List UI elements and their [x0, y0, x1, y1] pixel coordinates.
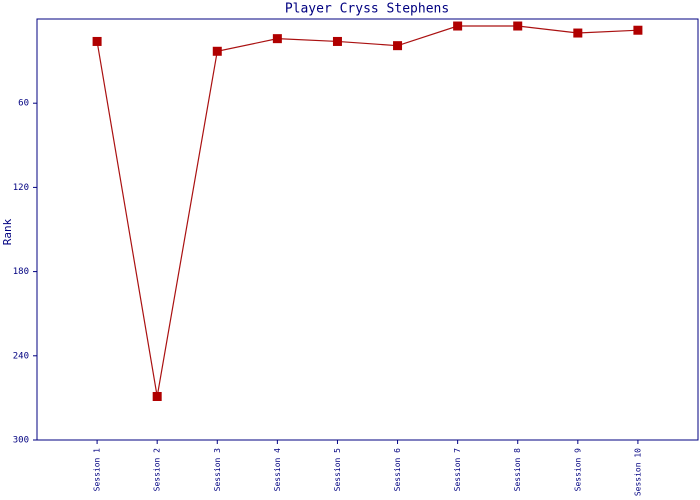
- x-tick-label: Session 1: [93, 448, 102, 492]
- x-tick-label: Session 6: [393, 448, 402, 492]
- data-point: [272, 34, 282, 44]
- x-tick-label: Session 5: [333, 448, 342, 492]
- data-point: [633, 25, 643, 35]
- data-point: [573, 28, 583, 38]
- chart-title: Player Cryss Stephens: [285, 2, 449, 17]
- y-tick-label: 120: [13, 183, 29, 193]
- y-tick-label: 240: [13, 351, 29, 361]
- data-point: [453, 21, 463, 31]
- x-tick-label: Session 4: [273, 448, 282, 492]
- data-point: [332, 36, 342, 46]
- data-point: [92, 36, 102, 46]
- data-point: [212, 46, 222, 56]
- y-tick-label: 60: [18, 99, 29, 109]
- data-point: [393, 41, 403, 51]
- y-tick-label: 300: [13, 436, 29, 446]
- x-tick-label: Session 10: [633, 448, 642, 496]
- x-tick-label: Session 8: [513, 448, 522, 492]
- x-tick-label: Session 2: [153, 448, 162, 492]
- plot-frame: [36, 18, 699, 441]
- x-tick-label: Session 7: [453, 448, 462, 492]
- y-axis-label: Rank: [1, 218, 14, 245]
- data-point: [152, 391, 162, 401]
- x-tick-label: Session 3: [213, 448, 222, 492]
- data-point: [513, 21, 523, 31]
- y-tick-label: 180: [13, 267, 29, 277]
- data-line: [96, 25, 638, 397]
- x-tick-label: Session 9: [573, 448, 582, 492]
